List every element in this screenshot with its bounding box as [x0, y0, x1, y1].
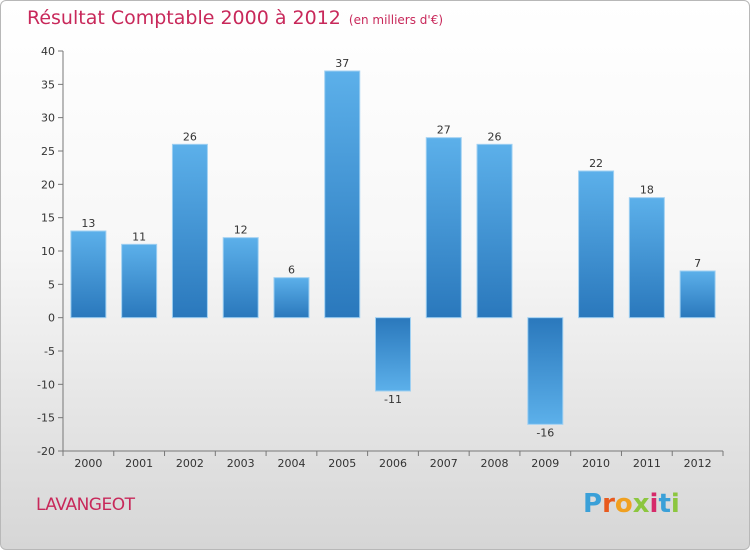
data-label: 27	[437, 124, 451, 137]
data-label: 13	[81, 217, 95, 230]
bar-2003	[222, 237, 259, 319]
bar-2011	[628, 197, 665, 319]
y-tick-label: 5	[48, 278, 55, 291]
x-tick-label: 2008	[481, 457, 509, 470]
y-tick-label: 20	[41, 178, 55, 191]
bar-2007	[425, 137, 462, 319]
x-tick-label: 2003	[227, 457, 255, 470]
bar-2006	[375, 317, 411, 392]
x-tick-label: 2007	[430, 457, 458, 470]
chart-subtitle: (en milliers d'€)	[348, 13, 444, 27]
x-tick-label: 2012	[684, 457, 712, 470]
y-tick-label: -10	[37, 378, 55, 391]
logo-letter: P	[583, 489, 603, 519]
bar-2004	[273, 277, 310, 319]
bar-2010	[578, 170, 615, 319]
bar-2008	[476, 143, 513, 319]
y-tick-label: 0	[48, 312, 55, 325]
logo-letter: r	[602, 489, 615, 519]
data-label: 26	[183, 130, 197, 143]
x-tick-label: 2006	[379, 457, 407, 470]
logo-letter: i	[649, 489, 659, 519]
y-tick-label: -5	[44, 345, 55, 358]
data-label: 18	[640, 184, 654, 197]
bars	[70, 70, 716, 425]
y-tick-label: 35	[41, 78, 55, 91]
x-tick-label: 2005	[328, 457, 356, 470]
y-tick-label: 15	[41, 212, 55, 225]
chart-title-text: Résultat Comptable 2000 à 2012	[27, 7, 341, 29]
bar-2000	[70, 230, 107, 319]
data-label: 11	[132, 230, 146, 243]
data-label: 22	[589, 157, 603, 170]
logo-letter: i	[670, 489, 680, 519]
proxiti-logo[interactable]: Proxiti	[583, 489, 680, 519]
data-label: 7	[694, 257, 701, 270]
logo-letter: t	[658, 489, 671, 519]
y-tick-label: -15	[37, 412, 55, 425]
bar-2005	[324, 70, 361, 319]
data-label: 26	[488, 130, 502, 143]
x-tick-label: 2004	[277, 457, 305, 470]
x-tick-label: 2009	[531, 457, 559, 470]
x-tick-label: 2011	[633, 457, 661, 470]
x-tick-label: 2001	[125, 457, 153, 470]
data-label: 6	[288, 264, 295, 277]
data-labels: 13 11 26 12 6 37 -11 27 26 -16 22 18 7	[81, 57, 701, 439]
axes: 40 35 30 25 20 15 10 5 0 -5 -10 -15 -20 2000 2001 2002 2…	[37, 45, 724, 470]
data-label: -16	[536, 426, 554, 439]
y-tick-label: 10	[41, 245, 55, 258]
bar-2002	[171, 143, 208, 319]
bar-2001	[121, 243, 158, 319]
x-tick-label: 2000	[74, 457, 102, 470]
logo-letter: o	[614, 489, 633, 519]
data-label: 12	[234, 224, 248, 237]
bar-2009	[527, 317, 564, 425]
x-tick-label: 2002	[176, 457, 204, 470]
bar-2012	[679, 270, 716, 319]
data-label: -11	[384, 393, 402, 406]
y-tick-label: 30	[41, 112, 55, 125]
place-name: LAVANGEOT	[36, 495, 135, 515]
y-tick-label: -20	[37, 445, 55, 458]
logo-letter: x	[632, 489, 650, 519]
chart-title: Résultat Comptable 2000 à 2012 (en millie…	[27, 7, 443, 29]
x-tick-label: 2010	[582, 457, 610, 470]
y-tick-label: 25	[41, 145, 55, 158]
data-label: 37	[335, 57, 349, 70]
y-tick-label: 40	[41, 45, 55, 58]
